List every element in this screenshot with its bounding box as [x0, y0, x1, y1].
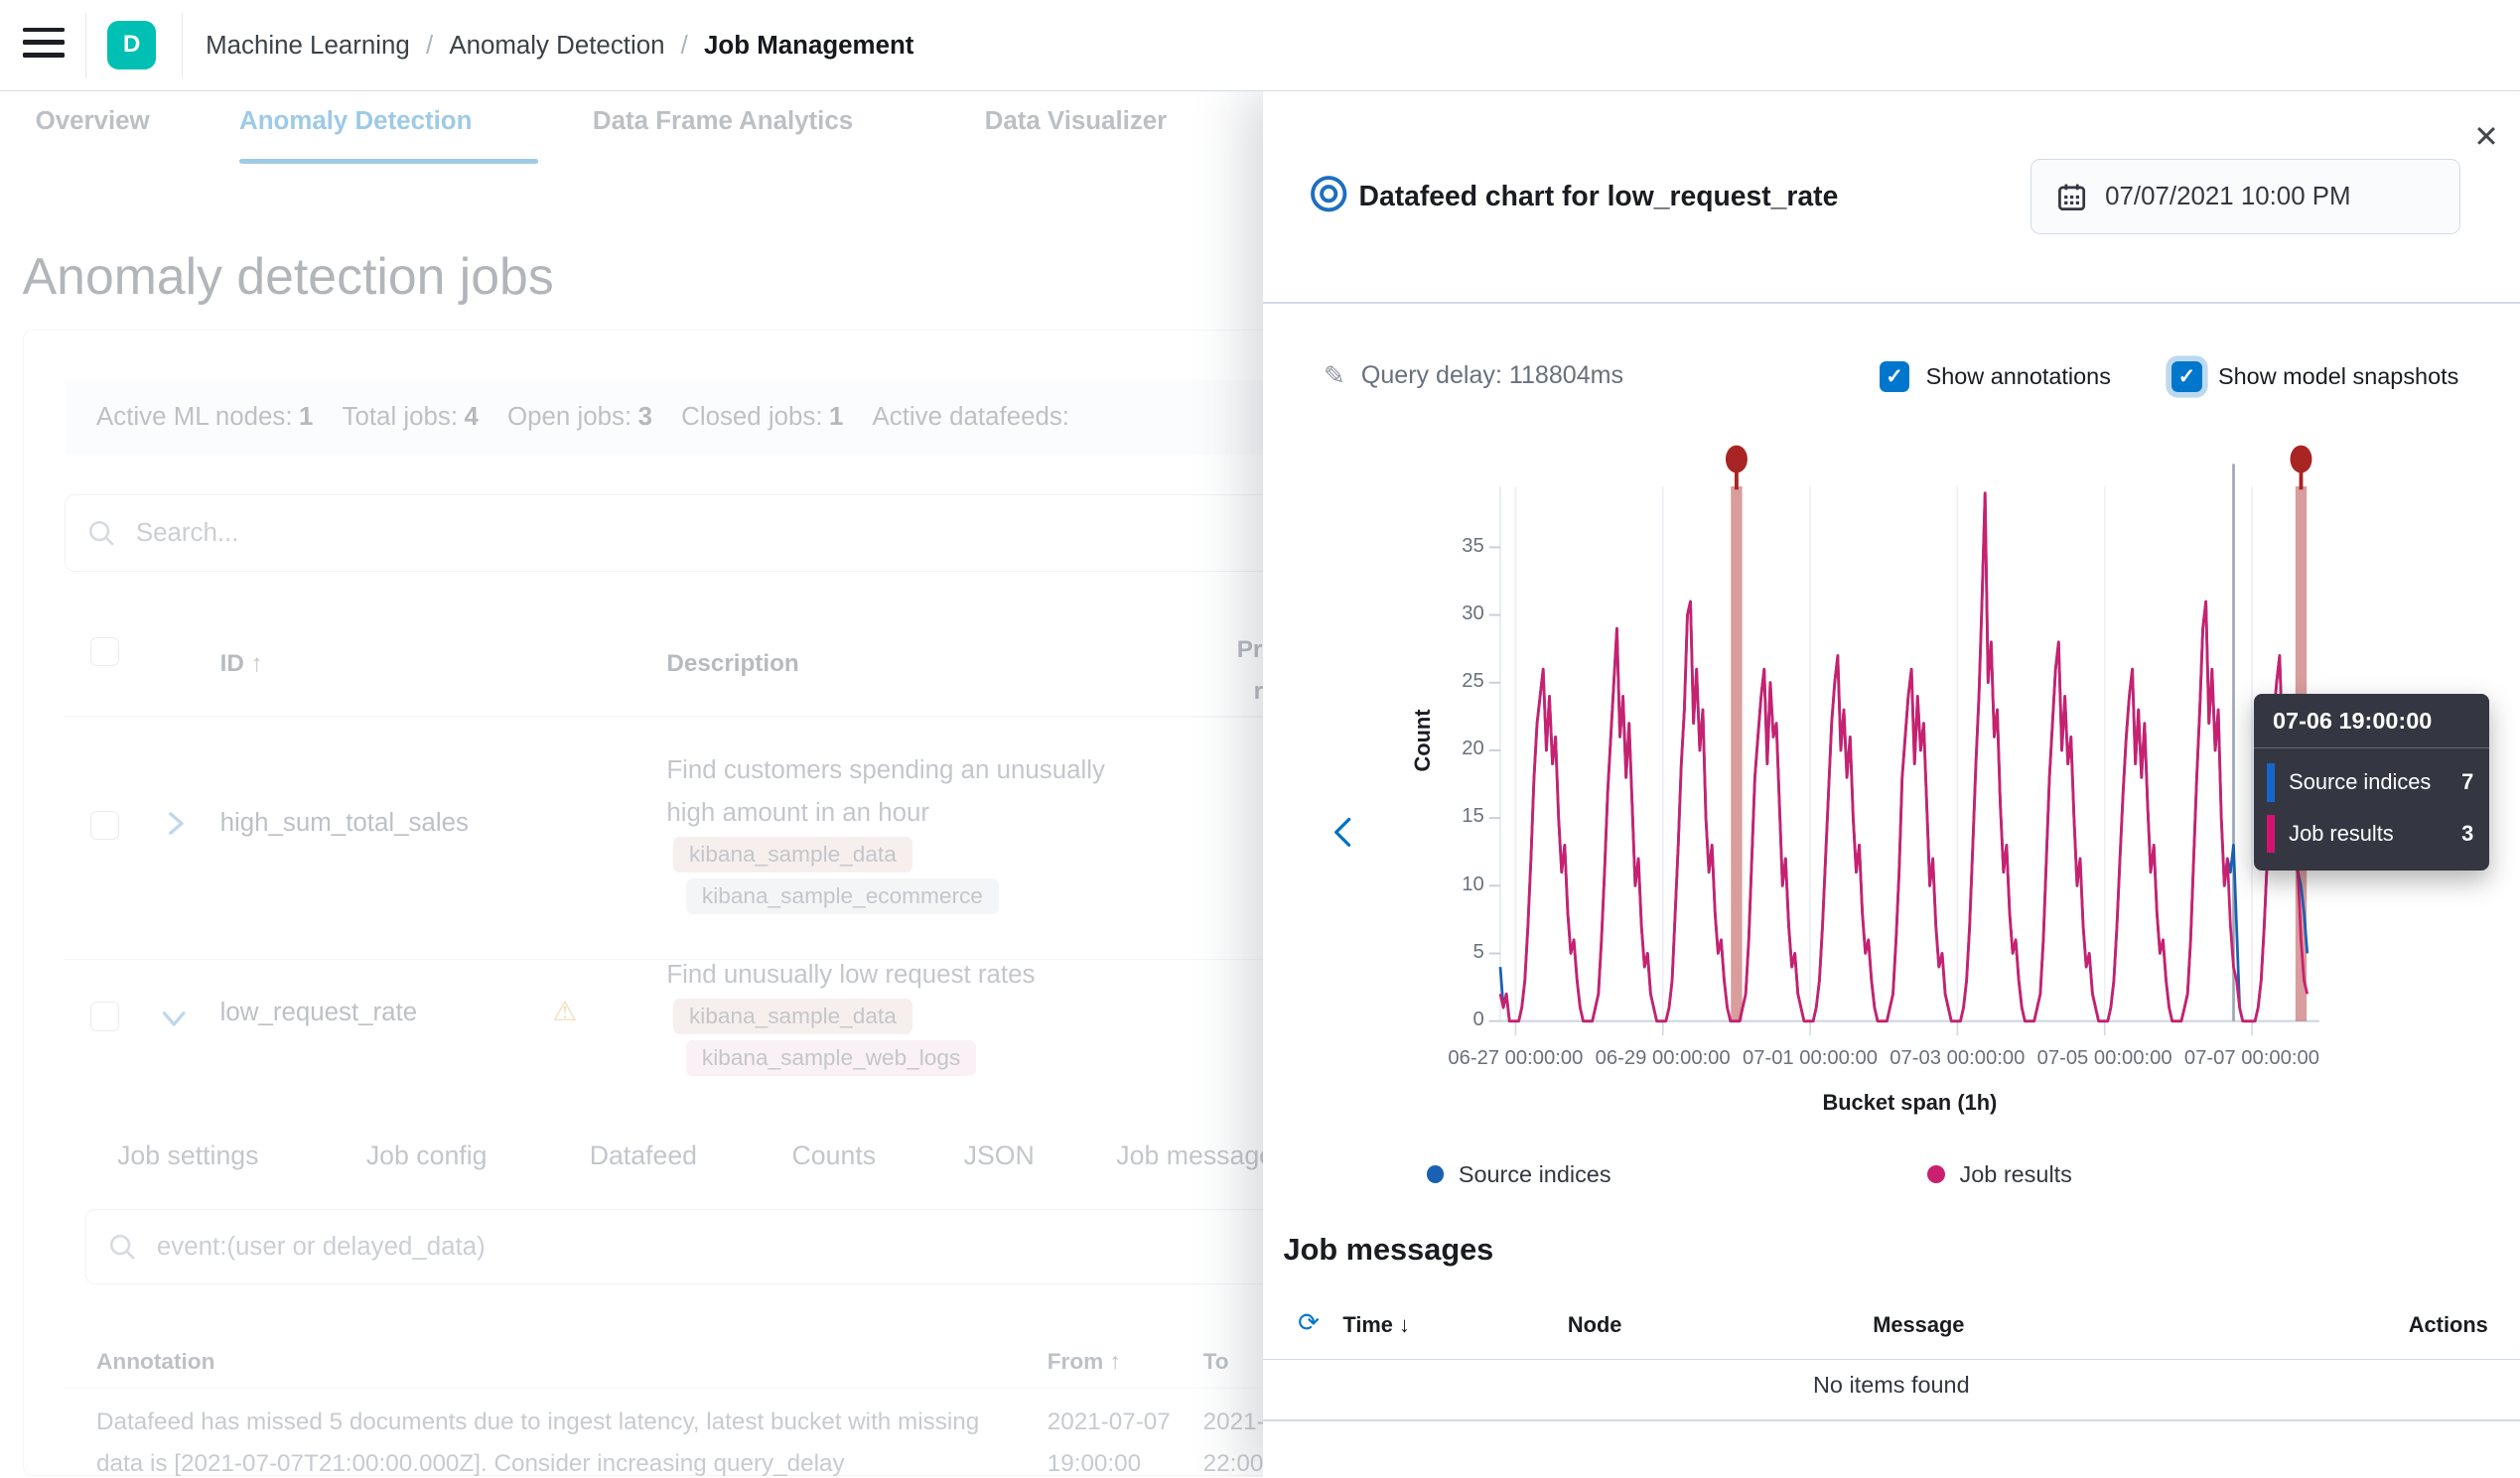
chevron-left-icon[interactable] [1327, 811, 1368, 853]
flyout-title: Datafeed chart for low_request_rate [1358, 180, 1839, 212]
detail-tab-counts[interactable]: Counts [791, 1140, 877, 1170]
breadcrumb-machine-learning[interactable]: Machine Learning [206, 31, 410, 60]
checkbox-checked-icon: ✓ [1879, 360, 1910, 392]
chevron-right-icon[interactable] [161, 809, 190, 838]
column-header-annotation: Annotation [96, 1348, 215, 1374]
stat-closed-jobs: Closed jobs: 1 [681, 403, 844, 432]
stat-open-jobs: Open jobs: 3 [507, 403, 653, 432]
sort-desc-icon: ↓ [1399, 1311, 1410, 1337]
chart-canvas [1488, 445, 2319, 1036]
tooltip-row: Job results 3 [2254, 808, 2490, 860]
menu-icon[interactable] [22, 27, 65, 64]
column-header-actions: Actions [2408, 1311, 2488, 1337]
row-checkbox[interactable] [89, 810, 119, 841]
tab-data-visualizer[interactable]: Data Visualizer [984, 107, 1168, 136]
sort-asc-icon: ↑ [250, 650, 263, 678]
close-icon[interactable]: ✕ [2464, 114, 2509, 159]
tooltip-row: Source indices 7 [2254, 756, 2490, 808]
breadcrumb: Machine Learning / Anomaly Detection / J… [206, 0, 913, 91]
divider [1262, 302, 2520, 304]
refresh-icon[interactable]: ⟳ [1298, 1309, 1320, 1338]
legend-job-results[interactable]: Job results [1927, 1161, 2072, 1188]
breadcrumb-anomaly-detection[interactable]: Anomaly Detection [449, 31, 665, 60]
job-id-link[interactable]: low_request_rate [219, 999, 418, 1027]
empty-table-message: No items found [1813, 1371, 1970, 1398]
stat-active-datafeeds: Active datafeeds: [872, 403, 1070, 432]
y-tick-label: 25 [1462, 669, 1484, 692]
datafeed-icon [1311, 175, 1347, 212]
legend-dot-icon [1927, 1165, 1945, 1183]
show-annotations-checkbox[interactable]: ✓ Show annotations [1879, 360, 2111, 392]
chart-tooltip: 07-06 19:00:00 Source indices 7 Job result… [2253, 693, 2490, 872]
annotation-text: Datafeed has missed 5 documents due to i… [96, 1409, 980, 1478]
space-avatar[interactable]: D [107, 21, 156, 69]
column-header-to[interactable]: To [1202, 1348, 1229, 1374]
checkbox-checked-icon: ✓ [2171, 360, 2202, 392]
job-id-link[interactable]: high_sum_total_sales [219, 809, 469, 838]
select-all-checkbox[interactable] [89, 637, 119, 667]
index-badge: kibana_sample_ecommerce [685, 877, 1000, 914]
row-checkbox[interactable] [89, 1002, 119, 1031]
column-header-description[interactable]: Description [666, 650, 799, 678]
search-icon [110, 1234, 136, 1260]
detail-tab-job-settings[interactable]: Job settings [117, 1140, 259, 1170]
y-axis-title: Count [1410, 709, 1436, 772]
index-badge: kibana_sample_data [672, 999, 912, 1034]
tab-data-frame-analytics[interactable]: Data Frame Analytics [592, 107, 854, 136]
chevron-down-icon[interactable] [158, 1004, 190, 1032]
stat-active-ml-nodes: Active ML nodes: 1 [96, 403, 314, 432]
legend-source-indices[interactable]: Source indices [1426, 1161, 1611, 1188]
date-picker-value: 07/07/2021 10:00 PM [2105, 182, 2351, 210]
x-axis-title: Bucket span (1h) [1822, 1090, 1998, 1116]
breadcrumb-separator: / [680, 31, 688, 60]
annotation-from: 2021-07-07 19:00:00 [1047, 1409, 1171, 1478]
column-header-message: Message [1873, 1311, 1965, 1337]
divider [1262, 1419, 2520, 1421]
detail-tab-json[interactable]: JSON [963, 1140, 1035, 1170]
divider [84, 12, 87, 79]
x-tick-label: 07-07 00:00:00 [2183, 1046, 2319, 1069]
y-tick-label: 30 [1462, 602, 1484, 624]
sort-asc-icon: ↑ [1109, 1348, 1121, 1374]
tab-anomaly-detection[interactable]: Anomaly Detection [239, 107, 473, 136]
legend-dot-icon [1426, 1165, 1445, 1183]
pencil-icon[interactable]: ✎ [1323, 361, 1345, 390]
detail-tab-datafeed[interactable]: Datafeed [589, 1140, 698, 1170]
page-title: Anomaly detection jobs [22, 246, 554, 305]
detail-tab-job-config[interactable]: Job config [365, 1140, 488, 1170]
column-header-id[interactable]: ID ↑ [219, 650, 263, 678]
datafeed-chart[interactable]: 0 5 10 15 20 25 30 35 06-27 00:00:00 06-29 00:00… [1410, 445, 2319, 1115]
column-header-from[interactable]: From ↑ [1047, 1348, 1121, 1374]
date-picker[interactable]: 07/07/2021 10:00 PM [2030, 159, 2461, 235]
breadcrumb-separator: / [425, 31, 434, 60]
y-tick-label: 20 [1462, 738, 1484, 760]
y-tick-label: 0 [1472, 1008, 1484, 1030]
index-badge: kibana_sample_web_logs [685, 1040, 977, 1076]
show-model-snapshots-checkbox[interactable]: ✓ Show model snapshots [2171, 360, 2458, 392]
tooltip-time: 07-06 19:00:00 [2253, 694, 2490, 749]
active-tab-underline [239, 159, 538, 164]
y-tick-label: 10 [1462, 873, 1484, 895]
index-badge: kibana_sample_data [672, 836, 912, 873]
job-messages-title: Job messages [1283, 1231, 1494, 1267]
search-icon [89, 520, 115, 546]
divider [1262, 1358, 2520, 1361]
tab-overview[interactable]: Overview [35, 107, 150, 136]
breadcrumb-job-management: Job Management [704, 31, 914, 60]
y-tick-label: 5 [1472, 940, 1484, 963]
calendar-icon [2057, 184, 2085, 210]
warning-icon: ⚠ [552, 995, 578, 1026]
stat-total-jobs: Total jobs: 4 [342, 403, 479, 432]
y-tick-label: 15 [1462, 805, 1484, 828]
top-navigation-bar: D Machine Learning / Anomaly Detection /… [0, 0, 2520, 92]
datafeed-chart-flyout: ✕ Datafeed chart for low_request_rate 07… [1262, 91, 2520, 1478]
query-delay: ✎ Query delay: 118804ms [1323, 361, 1624, 390]
divider [181, 12, 184, 79]
job-description: Find customers spending an unusually hig… [666, 756, 1105, 827]
y-tick-label: 35 [1462, 534, 1484, 557]
column-header-time[interactable]: Time ↓ [1342, 1311, 1410, 1337]
job-description: Find unusually low request rates [666, 960, 1036, 989]
column-header-node: Node [1567, 1311, 1622, 1337]
